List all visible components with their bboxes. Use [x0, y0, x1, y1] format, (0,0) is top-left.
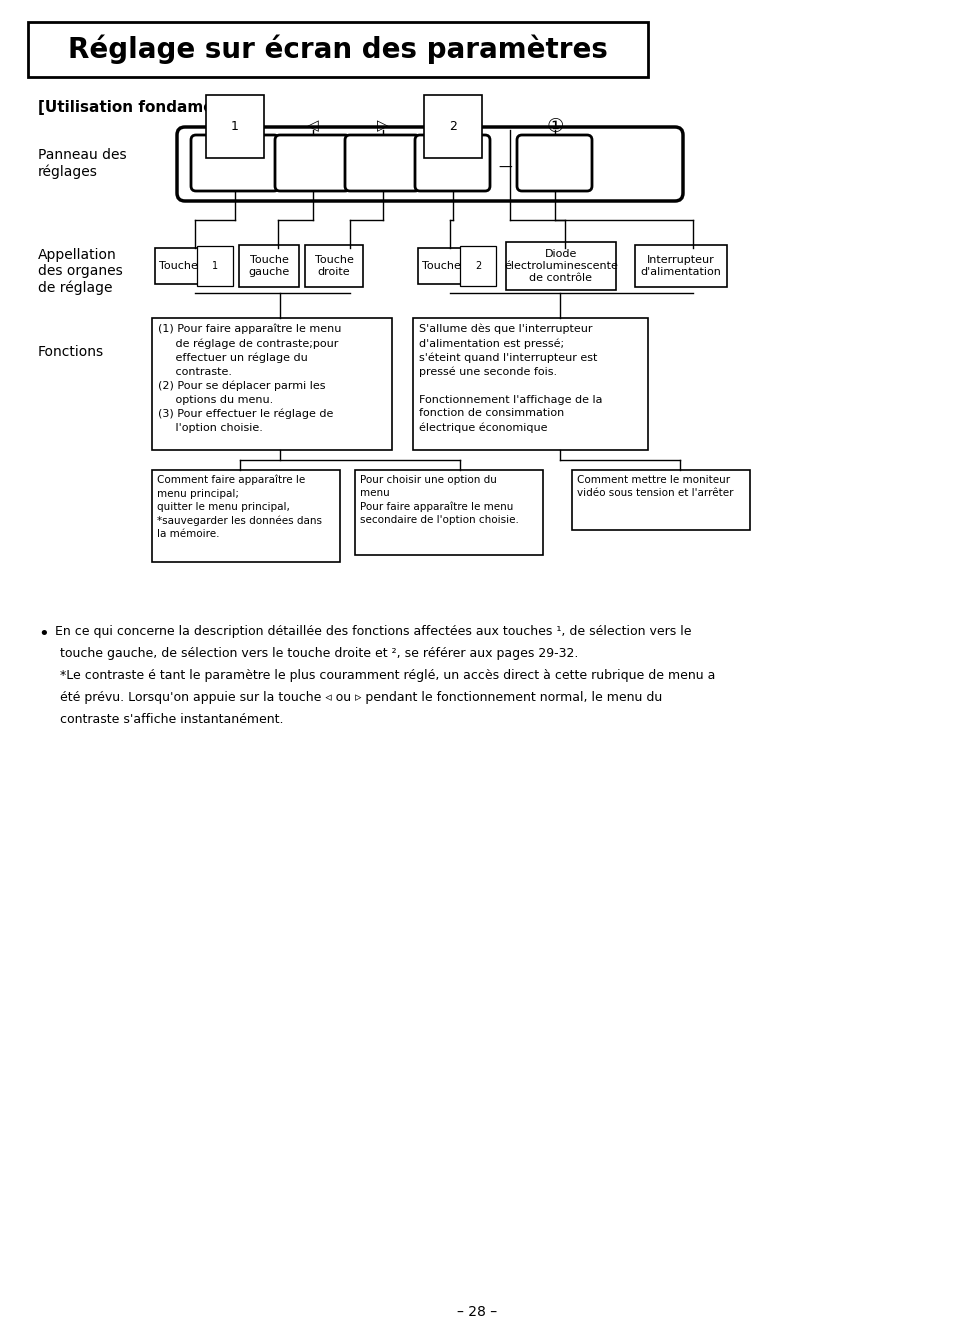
- Bar: [635, 245, 726, 286]
- Text: 1: 1: [212, 261, 218, 270]
- Bar: [417, 248, 496, 284]
- Bar: [305, 245, 363, 286]
- FancyBboxPatch shape: [415, 135, 490, 190]
- Text: ▷: ▷: [376, 119, 389, 133]
- Text: En ce qui concerne la description détaillée des fonctions affectées aux touches : En ce qui concerne la description détail…: [55, 625, 691, 638]
- Text: Pour choisir une option du
menu
Pour faire apparaître le menu
secondaire de l'op: Pour choisir une option du menu Pour fai…: [359, 476, 518, 525]
- FancyBboxPatch shape: [191, 135, 278, 190]
- Bar: [154, 248, 233, 284]
- Text: —: —: [497, 161, 512, 174]
- Text: S'allume dès que l'interrupteur
d'alimentation est pressé;
s'éteint quand l'inte: S'allume dès que l'interrupteur d'alimen…: [418, 324, 602, 433]
- Bar: [152, 470, 339, 562]
- FancyBboxPatch shape: [345, 135, 419, 190]
- FancyBboxPatch shape: [177, 127, 682, 201]
- Text: 1: 1: [231, 120, 238, 132]
- Text: ◁: ◁: [307, 119, 318, 133]
- Bar: [355, 470, 542, 555]
- Text: Panneau des
réglages: Panneau des réglages: [38, 148, 127, 178]
- Text: contraste s'affiche instantanément.: contraste s'affiche instantanément.: [60, 713, 283, 726]
- Text: été prévu. Lorsqu'on appuie sur la touche ◃ ou ▹ pendant le fonctionnement norma: été prévu. Lorsqu'on appuie sur la touch…: [60, 691, 661, 705]
- Bar: [28, 23, 647, 77]
- Text: (1) Pour faire apparaître le menu
     de réglage de contraste;pour
     effectu: (1) Pour faire apparaître le menu de rég…: [158, 324, 341, 433]
- Text: 2: 2: [475, 261, 480, 270]
- Text: 2: 2: [449, 120, 456, 132]
- Text: ①: ①: [546, 116, 563, 136]
- Text: *Le contraste é tant le paramètre le plus couramment réglé, un accès direct à ce: *Le contraste é tant le paramètre le plu…: [60, 669, 715, 682]
- Bar: [413, 318, 647, 450]
- Text: •: •: [38, 625, 49, 643]
- Text: – 28 –: – 28 –: [456, 1305, 497, 1319]
- Text: Diode
électroluminescente
de contrôle: Diode électroluminescente de contrôle: [503, 249, 618, 282]
- Text: Touche: Touche: [421, 261, 464, 270]
- Text: Fonctions: Fonctions: [38, 345, 104, 360]
- Text: Comment mettre le moniteur
vidéo sous tension et l'arrêter: Comment mettre le moniteur vidéo sous te…: [577, 476, 733, 498]
- Text: touche gauche, de sélection vers le touche droite et ², se référer aux pages 29-: touche gauche, de sélection vers le touc…: [60, 647, 578, 659]
- Text: Comment faire apparaître le
menu principal;
quitter le menu principal,
*sauvegar: Comment faire apparaître le menu princip…: [157, 476, 322, 539]
- Text: Réglage sur écran des paramètres: Réglage sur écran des paramètres: [68, 35, 607, 64]
- Bar: [152, 318, 392, 450]
- FancyBboxPatch shape: [274, 135, 350, 190]
- Text: Appellation
des organes
de réglage: Appellation des organes de réglage: [38, 248, 123, 294]
- Text: [Utilisation fondamentale]: [Utilisation fondamentale]: [38, 100, 264, 115]
- Text: Touche
gauche: Touche gauche: [248, 256, 290, 277]
- FancyBboxPatch shape: [517, 135, 592, 190]
- Text: Touche
droite: Touche droite: [314, 256, 353, 277]
- Text: Interrupteur
d'alimentation: Interrupteur d'alimentation: [639, 256, 720, 277]
- Text: Touche: Touche: [159, 261, 201, 270]
- Bar: [572, 470, 749, 530]
- Bar: [239, 245, 298, 286]
- Bar: [505, 242, 616, 290]
